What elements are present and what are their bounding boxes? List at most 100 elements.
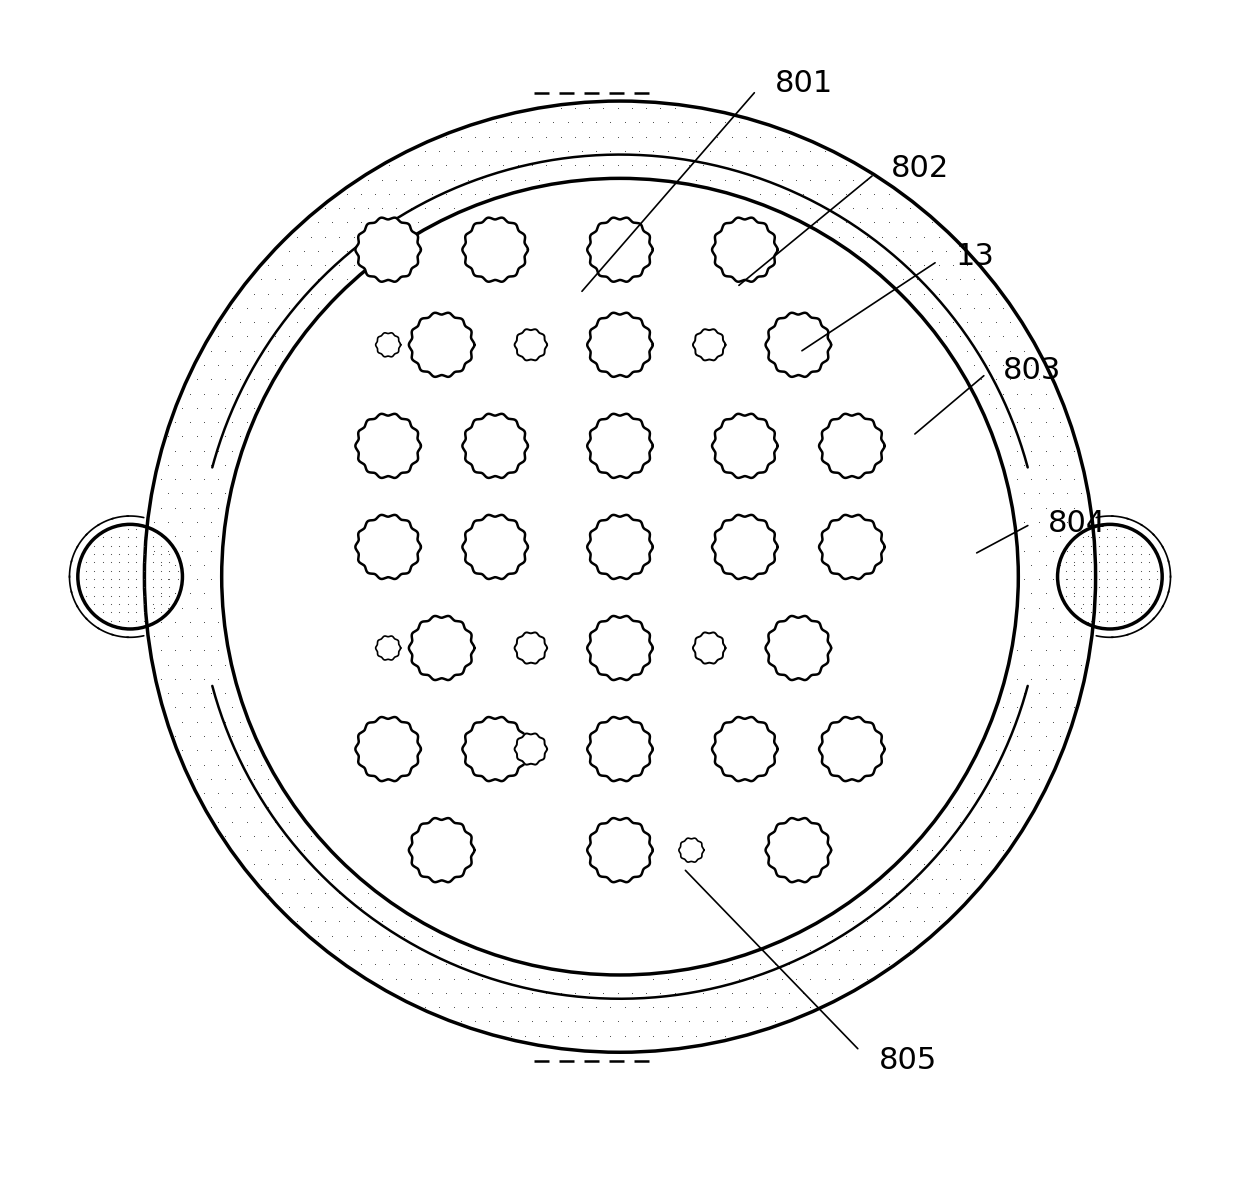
Point	[201, 570, 221, 589]
Point	[93, 528, 113, 547]
Point	[1001, 712, 1021, 731]
Point	[622, 983, 642, 1002]
Point	[134, 603, 154, 622]
Point	[750, 156, 770, 175]
Point	[415, 199, 435, 218]
Point	[201, 427, 221, 446]
Point	[187, 769, 207, 788]
Text: 801: 801	[775, 69, 833, 97]
Point	[1106, 586, 1126, 605]
Point	[608, 156, 627, 175]
Point	[1029, 512, 1049, 531]
Point	[351, 955, 371, 974]
Point	[1089, 553, 1109, 572]
Point	[279, 298, 299, 317]
Point	[929, 284, 949, 303]
Polygon shape	[693, 329, 725, 360]
Point	[118, 570, 138, 589]
Point	[978, 356, 998, 375]
Point	[193, 527, 213, 546]
Point	[900, 940, 920, 960]
Point	[480, 1012, 500, 1031]
Point	[651, 99, 671, 118]
Point	[501, 141, 521, 161]
Point	[93, 561, 113, 580]
Point	[636, 983, 656, 1002]
Point	[244, 798, 264, 817]
Point	[515, 141, 534, 161]
Point	[600, 998, 620, 1017]
Point	[1081, 553, 1101, 572]
Point	[1064, 641, 1084, 660]
Point	[401, 199, 420, 218]
Point	[929, 855, 949, 874]
Point	[708, 156, 728, 175]
Point	[965, 298, 985, 317]
Point	[765, 156, 785, 175]
Point	[172, 570, 192, 589]
Point	[1073, 528, 1092, 547]
Point	[1014, 570, 1034, 589]
Point	[222, 698, 242, 717]
Point	[451, 983, 471, 1002]
Point	[237, 413, 257, 432]
Point	[265, 270, 285, 289]
Point	[879, 184, 899, 203]
Point	[1007, 755, 1027, 774]
Point	[565, 99, 585, 118]
Point	[401, 912, 420, 931]
Point	[914, 256, 934, 275]
Point	[942, 855, 962, 874]
Point	[408, 955, 428, 974]
Point	[1131, 594, 1151, 614]
Point	[1043, 712, 1063, 731]
Point	[1022, 356, 1042, 375]
Point	[565, 983, 585, 1002]
Point	[572, 998, 591, 1017]
Point	[279, 898, 299, 917]
Point	[336, 184, 356, 203]
Point	[336, 926, 356, 945]
Point	[657, 113, 677, 132]
Point	[1122, 594, 1142, 614]
Point	[686, 141, 706, 161]
Point	[680, 1012, 699, 1031]
Point	[993, 841, 1013, 860]
Point	[665, 127, 684, 146]
Point	[644, 998, 663, 1017]
Point	[258, 883, 278, 902]
Point	[172, 455, 192, 474]
Point	[693, 156, 713, 175]
Point	[1001, 341, 1021, 360]
Point	[201, 484, 221, 503]
Point	[143, 561, 162, 580]
Point	[851, 213, 870, 232]
Point	[301, 256, 321, 275]
Point	[1073, 578, 1092, 597]
Point	[250, 327, 270, 346]
Point	[118, 561, 138, 580]
Point	[537, 156, 557, 175]
Point	[408, 156, 428, 175]
Point	[786, 998, 806, 1017]
Point	[971, 855, 991, 874]
Point	[765, 184, 785, 203]
Point	[1035, 384, 1055, 403]
Point	[936, 298, 956, 317]
Point	[93, 545, 113, 564]
Point	[843, 940, 863, 960]
Point	[393, 184, 413, 203]
Point	[594, 156, 614, 175]
Point	[372, 199, 392, 218]
Point	[900, 227, 920, 246]
Point	[286, 912, 306, 931]
Point	[729, 969, 749, 988]
Point	[579, 127, 599, 146]
Point	[1022, 470, 1042, 489]
Point	[265, 869, 285, 888]
Point	[771, 969, 791, 988]
Point	[180, 612, 200, 631]
Point	[800, 141, 820, 161]
Point	[651, 1012, 671, 1031]
Point	[1097, 603, 1117, 622]
